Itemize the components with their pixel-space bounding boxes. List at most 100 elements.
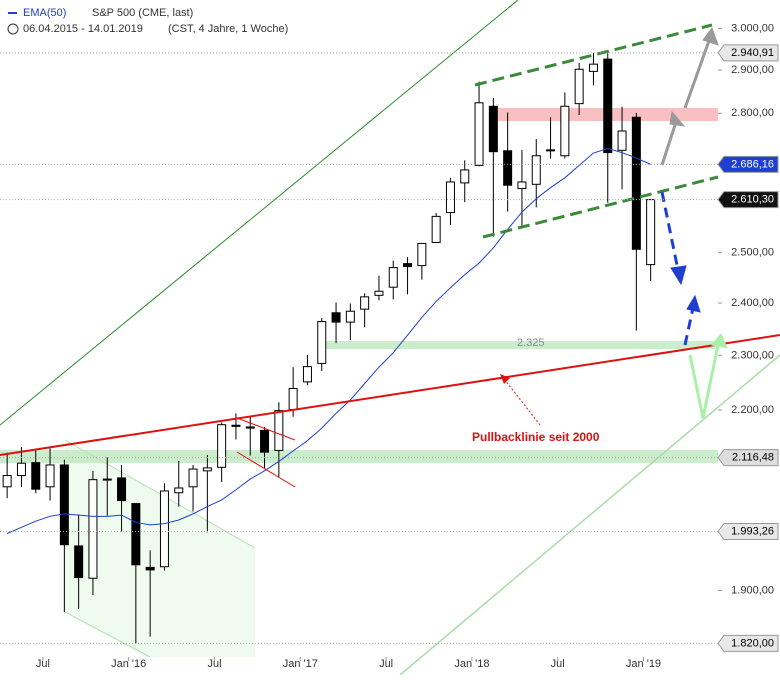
candle-body <box>460 169 470 184</box>
candle-body <box>2 475 12 488</box>
settings: (CST, 4 Jahre, 1 Woche) <box>168 23 288 35</box>
y-tick-label: 1.900,00 <box>731 584 774 596</box>
candle-body <box>331 312 341 323</box>
candle-body <box>403 263 413 268</box>
candle-body <box>517 181 527 189</box>
pointer-head <box>500 374 510 384</box>
candle-body <box>531 155 541 185</box>
price-label-box <box>717 155 779 173</box>
candle-body <box>631 116 641 250</box>
candle-body <box>217 424 227 468</box>
candle-body <box>159 490 169 568</box>
y-tick-label: 2.500,00 <box>731 247 774 259</box>
candle-body <box>588 63 598 72</box>
candle-body <box>188 468 198 488</box>
candle-body <box>503 150 513 186</box>
candle-body <box>174 487 184 494</box>
price-label-box <box>717 449 779 467</box>
x-tick-label: Jul <box>551 658 565 670</box>
x-tick-label: Jan '18 <box>454 658 489 670</box>
candle-body <box>445 181 455 214</box>
support-band <box>325 341 718 349</box>
pullback-line <box>0 334 780 456</box>
price-label: 1.820,00 <box>731 637 774 649</box>
y-tick-label: 2.200,00 <box>731 404 774 416</box>
candle-body <box>302 366 312 383</box>
candle-body <box>31 462 41 490</box>
candle-body <box>546 149 556 152</box>
candle-body <box>345 310 355 323</box>
flag-line <box>236 417 296 441</box>
channel-top <box>474 23 713 87</box>
candle-body <box>360 296 370 310</box>
candle-body <box>488 105 498 153</box>
x-tick-label: Jan '19 <box>626 658 661 670</box>
price-label-box <box>717 522 779 540</box>
candle-body <box>59 464 69 546</box>
y-tick-label: 2.300,00 <box>731 349 774 361</box>
candle-body <box>388 267 398 288</box>
candle-body <box>560 105 570 157</box>
price-label: 2.940,91 <box>731 47 774 59</box>
price-label-box <box>717 634 779 652</box>
x-tick-label: Jan '16 <box>111 658 146 670</box>
trend-line <box>399 354 780 676</box>
candle-body <box>102 478 112 481</box>
x-tick-label: Jul <box>379 658 393 670</box>
candle-body <box>646 199 656 266</box>
candle-body <box>417 242 427 267</box>
candle-body <box>574 68 584 105</box>
arrows-green <box>688 333 728 419</box>
arrows-grey <box>660 26 719 166</box>
candle-body <box>131 503 141 566</box>
candle-body <box>288 387 298 410</box>
candle-body <box>231 424 241 427</box>
channel-bottom <box>482 175 719 239</box>
header-bg <box>0 0 300 40</box>
price-label: 1.993,26 <box>731 525 774 537</box>
y-tick-label: 3.000,00 <box>731 22 774 34</box>
ema-line <box>6 147 651 534</box>
channel-line <box>64 611 151 658</box>
candle-body <box>374 290 384 296</box>
candle-body <box>260 429 270 453</box>
candle-body <box>16 462 26 477</box>
annotation: 2.325 <box>517 337 545 349</box>
x-tick-label: Jan '17 <box>283 658 318 670</box>
candle-body <box>202 467 212 472</box>
candle-body <box>317 321 327 364</box>
pointer <box>504 379 541 426</box>
price-label-box <box>717 44 779 62</box>
y-tick-label: 2.400,00 <box>731 297 774 309</box>
candle-body <box>245 426 255 429</box>
candle-body <box>117 477 127 502</box>
candle-body <box>617 130 627 151</box>
candle-body <box>45 464 55 488</box>
candle-body <box>74 545 84 579</box>
price-label-box <box>717 191 779 209</box>
price-label: 2.116,48 <box>732 452 774 464</box>
clock-icon <box>7 23 19 35</box>
candle-body <box>274 410 284 451</box>
candle-body <box>603 58 613 154</box>
y-tick-label: 2.900,00 <box>731 64 774 76</box>
x-tick-label: Jul <box>36 658 50 670</box>
candle-body <box>145 566 155 571</box>
support-band <box>0 450 718 463</box>
candle-body <box>431 215 441 243</box>
date-range: 06.04.2015 - 14.01.2019 <box>23 23 143 35</box>
price-label: 2.610,30 <box>731 194 774 206</box>
arrows-blue <box>660 191 701 346</box>
legend-label: EMA(50) <box>23 7 66 19</box>
instrument: S&P 500 (CME, last) <box>92 7 193 19</box>
candle-body <box>474 102 484 166</box>
trend-line <box>0 0 519 426</box>
x-tick-label: Jul <box>207 658 221 670</box>
y-tick-label: 2.800,00 <box>731 107 774 119</box>
price-label: 2.686,16 <box>731 158 774 170</box>
candle-body <box>88 479 98 579</box>
plot <box>2 52 656 644</box>
annotation: Pullbacklinie seit 2000 <box>472 430 600 444</box>
